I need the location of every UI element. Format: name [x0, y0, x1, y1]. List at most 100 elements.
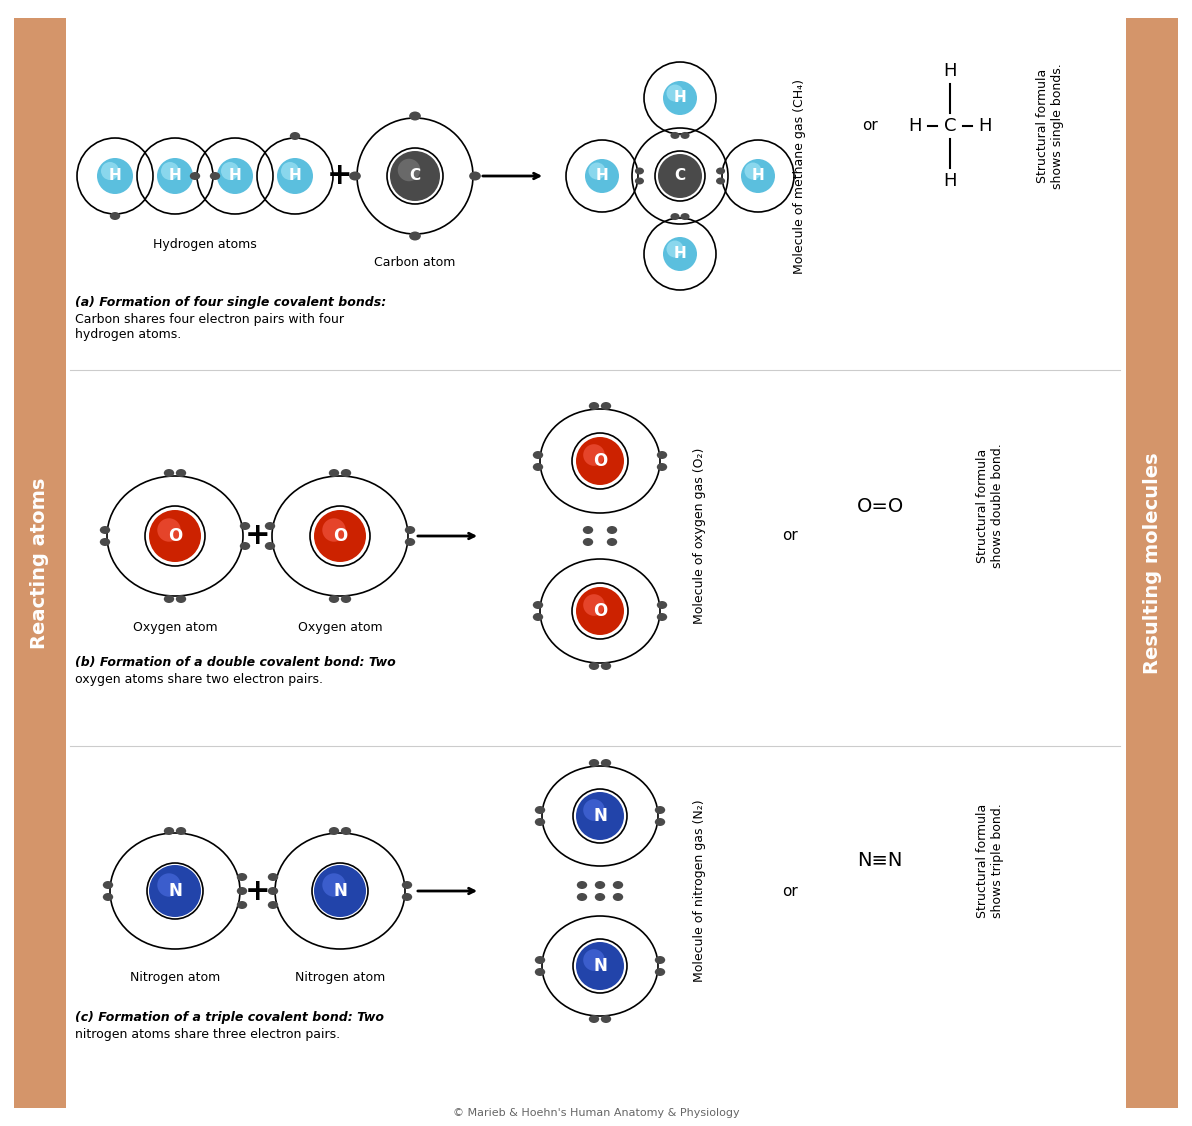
Circle shape — [583, 799, 604, 821]
Ellipse shape — [103, 893, 113, 901]
Text: O=O: O=O — [856, 497, 904, 516]
Text: +: + — [246, 876, 271, 905]
Circle shape — [161, 162, 179, 180]
Text: Oxygen atom: Oxygen atom — [132, 622, 217, 634]
Ellipse shape — [601, 1015, 611, 1024]
Ellipse shape — [237, 901, 247, 909]
Circle shape — [663, 81, 697, 115]
Ellipse shape — [240, 522, 250, 530]
Ellipse shape — [589, 1015, 600, 1024]
Circle shape — [101, 162, 119, 180]
Text: Molecule of nitrogen gas (N₂): Molecule of nitrogen gas (N₂) — [694, 799, 707, 982]
Text: H: H — [596, 169, 608, 184]
Text: (a) Formation of four single covalent bonds:: (a) Formation of four single covalent bo… — [75, 296, 386, 309]
Circle shape — [666, 84, 683, 101]
Circle shape — [745, 162, 762, 179]
Ellipse shape — [402, 893, 412, 901]
Ellipse shape — [268, 873, 278, 881]
Text: H: H — [908, 117, 921, 135]
Ellipse shape — [237, 873, 247, 881]
Circle shape — [149, 865, 201, 917]
Circle shape — [576, 587, 623, 635]
Ellipse shape — [657, 613, 668, 622]
Ellipse shape — [589, 759, 600, 767]
Ellipse shape — [405, 526, 415, 534]
Circle shape — [576, 942, 623, 990]
Circle shape — [97, 158, 134, 194]
Circle shape — [583, 949, 604, 971]
Ellipse shape — [535, 806, 545, 814]
Text: N: N — [333, 882, 347, 900]
Ellipse shape — [265, 542, 275, 549]
Circle shape — [741, 159, 775, 193]
Ellipse shape — [657, 463, 668, 471]
Text: Structural formula
shows single bonds.: Structural formula shows single bonds. — [1036, 63, 1064, 189]
Ellipse shape — [635, 168, 644, 175]
Text: H: H — [673, 90, 687, 106]
Ellipse shape — [535, 817, 545, 826]
Ellipse shape — [681, 213, 689, 220]
Text: C: C — [944, 117, 956, 135]
Ellipse shape — [175, 470, 186, 477]
Text: or: or — [782, 884, 797, 899]
Ellipse shape — [210, 172, 221, 180]
Circle shape — [281, 162, 299, 180]
Ellipse shape — [175, 826, 186, 835]
Ellipse shape — [654, 956, 665, 964]
Ellipse shape — [601, 759, 611, 767]
Text: H: H — [943, 62, 957, 80]
Ellipse shape — [533, 452, 544, 459]
Ellipse shape — [716, 168, 725, 175]
Ellipse shape — [595, 881, 606, 890]
Ellipse shape — [595, 893, 606, 901]
Ellipse shape — [265, 522, 275, 530]
Ellipse shape — [635, 178, 644, 185]
Text: Molecule of oxygen gas (O₂): Molecule of oxygen gas (O₂) — [694, 448, 707, 624]
Ellipse shape — [100, 526, 110, 534]
Text: nitrogen atoms share three electron pairs.: nitrogen atoms share three electron pair… — [75, 1028, 340, 1042]
Text: Molecule of methane gas (CH₄): Molecule of methane gas (CH₄) — [794, 79, 807, 274]
Text: O: O — [592, 452, 607, 470]
Ellipse shape — [670, 132, 679, 138]
Ellipse shape — [290, 132, 300, 140]
Text: O: O — [333, 527, 347, 545]
Bar — [14, 18, 66, 1108]
Ellipse shape — [589, 402, 600, 410]
Ellipse shape — [405, 538, 415, 546]
Ellipse shape — [716, 178, 725, 185]
Ellipse shape — [163, 595, 174, 604]
Ellipse shape — [163, 470, 174, 477]
Circle shape — [658, 154, 702, 198]
Ellipse shape — [577, 893, 588, 901]
Ellipse shape — [654, 806, 665, 814]
Ellipse shape — [533, 613, 544, 622]
Ellipse shape — [670, 213, 679, 220]
Circle shape — [322, 874, 346, 896]
Ellipse shape — [613, 893, 623, 901]
Text: Nitrogen atom: Nitrogen atom — [130, 971, 221, 984]
Text: Hydrogen atoms: Hydrogen atoms — [153, 238, 256, 251]
Circle shape — [585, 159, 619, 193]
Text: Carbon shares four electron pairs with four
hydrogen atoms.: Carbon shares four electron pairs with f… — [75, 313, 344, 341]
Ellipse shape — [240, 542, 250, 549]
Ellipse shape — [613, 881, 623, 890]
Text: N: N — [594, 957, 607, 975]
Ellipse shape — [349, 171, 361, 180]
Ellipse shape — [533, 601, 544, 609]
Ellipse shape — [583, 538, 594, 546]
Text: Carbon atom: Carbon atom — [374, 256, 455, 269]
Text: C: C — [409, 169, 421, 184]
Ellipse shape — [341, 826, 352, 835]
Ellipse shape — [577, 881, 588, 890]
Text: (c) Formation of a triple covalent bond: Two: (c) Formation of a triple covalent bond:… — [75, 1011, 384, 1024]
Text: H: H — [752, 169, 764, 184]
Text: Structural formula
shows triple bond.: Structural formula shows triple bond. — [976, 804, 1004, 919]
Ellipse shape — [654, 968, 665, 976]
Text: +: + — [246, 521, 271, 551]
Ellipse shape — [583, 526, 594, 534]
Text: O: O — [592, 602, 607, 620]
Text: H: H — [108, 169, 122, 184]
Circle shape — [390, 151, 440, 202]
Ellipse shape — [402, 881, 412, 890]
Text: Structural formula
shows double bond.: Structural formula shows double bond. — [976, 444, 1004, 569]
